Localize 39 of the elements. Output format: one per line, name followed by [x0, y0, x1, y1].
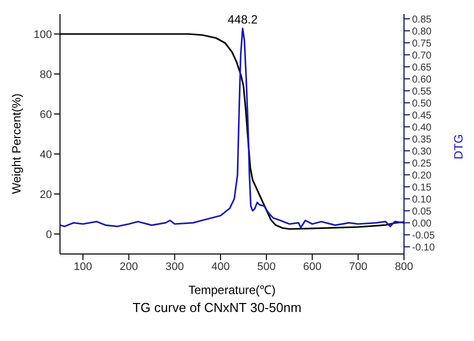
y2-tick-label: 0.85	[412, 14, 432, 26]
y2-tick-label: 0.60	[412, 74, 432, 86]
x-tick-label: 700	[348, 260, 368, 273]
y-axis-title: Weight Percent(%)	[9, 94, 24, 194]
y-tick-label: 60	[40, 108, 52, 121]
x-axis-title: Temperature(℃)	[188, 283, 276, 297]
y2-tick-label: 0.05	[412, 206, 432, 218]
y2-tick-label: 0.00	[412, 218, 432, 230]
y2-tick-label: 0.30	[412, 146, 432, 158]
y2-tick-label: 0.65	[412, 62, 432, 74]
x-tick-label: 800	[394, 260, 414, 273]
text: TG curve of CNxNT 30-50nm	[132, 300, 302, 315]
y-tick-label: 0	[46, 228, 52, 241]
y2-tick-label: 0.55	[412, 86, 432, 98]
y-tick-label: 20	[40, 188, 52, 201]
y2-tick-label: 0.35	[412, 134, 432, 146]
x-tick-label: 200	[120, 260, 138, 273]
y2-tick-label: 0.70	[412, 50, 432, 62]
y2-tick-label: 0.25	[412, 158, 432, 170]
y2-tick-label: 0.20	[412, 170, 432, 182]
y2-tick-label: -0.10	[412, 242, 436, 254]
y2-tick-label: 0.10	[412, 194, 432, 206]
y2-axis-title: DTG	[451, 134, 466, 160]
y-tick-label: 40	[40, 148, 52, 161]
x-tick-label: 500	[257, 260, 276, 273]
y2-tick-label: -0.05	[412, 230, 436, 242]
x-tick-label: 400	[211, 260, 230, 273]
y-tick-label: 100	[34, 28, 52, 41]
annotation: 448.2	[228, 12, 258, 26]
y-tick-label: 80	[40, 68, 52, 81]
y2-tick-label: 0.40	[412, 122, 432, 134]
y2-tick-label: 0.75	[412, 38, 432, 50]
y2-tick-label: 0.80	[412, 26, 432, 38]
x-tick-label: 600	[303, 260, 322, 273]
y2-tick-label: 0.45	[412, 110, 432, 122]
x-tick-label: 100	[74, 260, 92, 273]
y2-tick-label: 0.15	[412, 182, 432, 194]
y2-tick-label: 0.50	[412, 98, 432, 110]
x-tick-label: 300	[165, 260, 184, 273]
